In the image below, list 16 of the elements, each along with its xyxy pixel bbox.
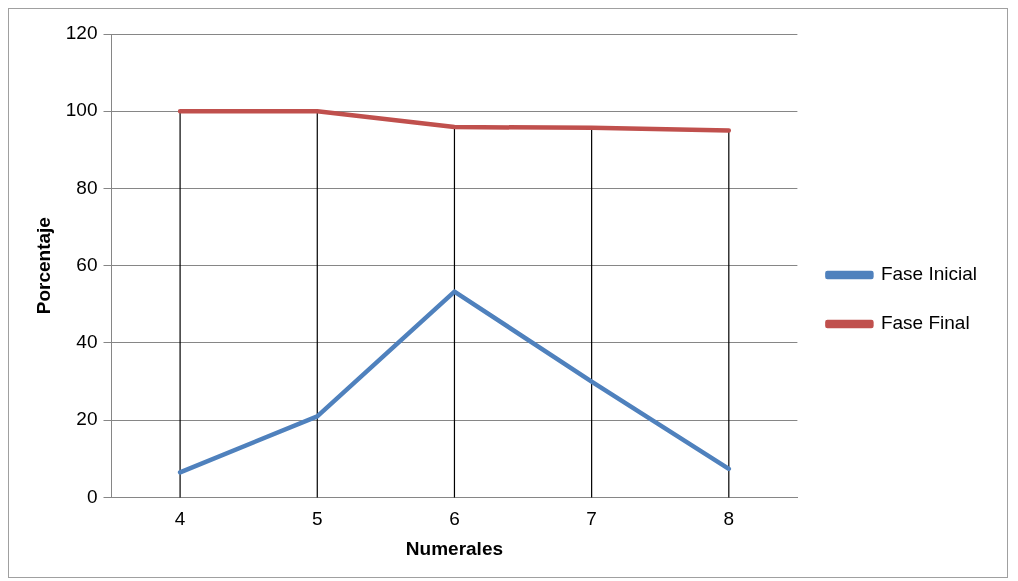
y-tick-label: 120 — [65, 22, 98, 44]
x-tick-label: 4 — [174, 508, 186, 530]
x-tick-label: 8 — [723, 508, 735, 530]
y-tick-label: 40 — [76, 331, 98, 353]
y-tick-label: 80 — [76, 176, 98, 198]
y-axis-title: Porcentaje — [32, 217, 54, 315]
x-tick-label: 7 — [586, 508, 597, 530]
y-tick-label: 100 — [65, 99, 98, 121]
legend-label: Fase Final — [880, 312, 970, 334]
x-axis-title: Numerales — [405, 537, 504, 559]
y-tick-label: 60 — [76, 253, 98, 275]
x-tick-label: 6 — [449, 508, 460, 530]
y-tick-label: 20 — [76, 408, 98, 430]
x-tick-label: 5 — [311, 508, 323, 530]
legend-label: Fase Inicial — [880, 263, 978, 285]
y-tick-label: 0 — [86, 485, 98, 507]
